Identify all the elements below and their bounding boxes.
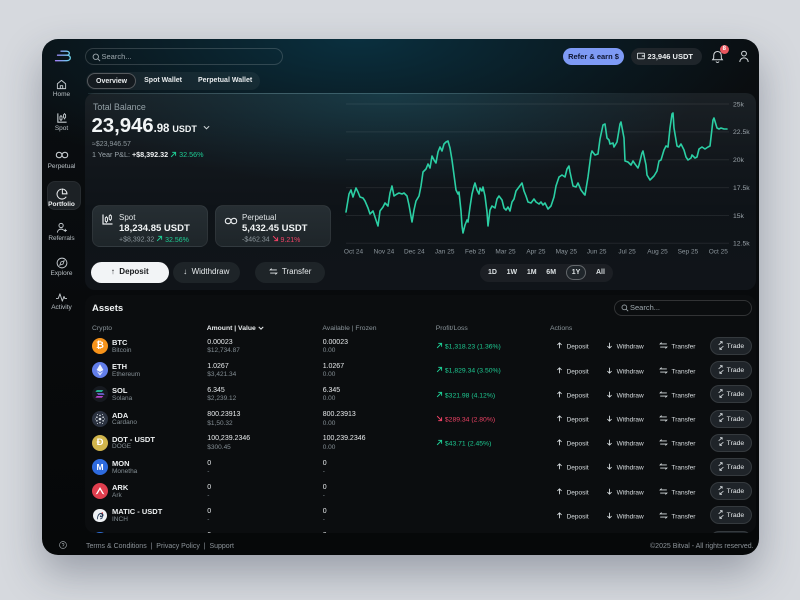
svg-text:Feb 25: Feb 25 [465,249,486,256]
svg-text:Jun 25: Jun 25 [587,249,607,256]
svg-text:Sep 25: Sep 25 [678,249,699,256]
svg-text:Jan 25: Jan 25 [435,249,455,256]
svg-text:22.5k: 22.5k [733,129,750,136]
svg-text:Dec 24: Dec 24 [404,249,425,256]
svg-text:May 25: May 25 [556,249,578,256]
svg-text:Oct 25: Oct 25 [709,249,729,256]
svg-text:Mar 25: Mar 25 [495,249,516,256]
svg-text:25k: 25k [733,101,745,108]
svg-text:Aug 25: Aug 25 [647,249,668,256]
svg-text:Jul 25: Jul 25 [618,249,636,256]
svg-text:17.5k: 17.5k [733,185,750,192]
svg-text:12.5k: 12.5k [733,241,750,248]
svg-text:20k: 20k [733,157,745,164]
svg-text:Oct 24: Oct 24 [344,249,364,256]
svg-text:15k: 15k [733,213,745,220]
svg-text:Nov 24: Nov 24 [374,249,395,256]
svg-text:Apr 25: Apr 25 [526,249,546,256]
